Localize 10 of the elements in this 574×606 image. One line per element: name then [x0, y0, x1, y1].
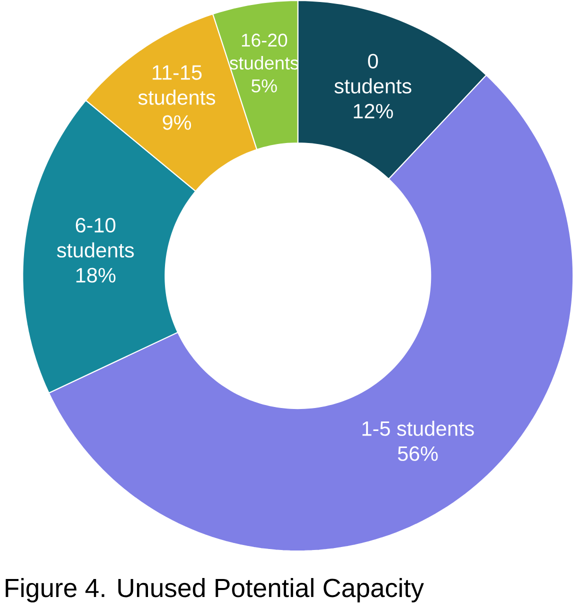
text: Figure 4. Unused Potential Capacity	[6, 578, 424, 602]
data-label: 56%	[398, 446, 438, 461]
data-label: 5%	[252, 79, 278, 92]
slice-label: 11-15 students	[138, 65, 216, 105]
data-label: 18%	[76, 268, 116, 283]
data-label: 12%	[354, 104, 394, 118]
slice-label: 1-5 students	[362, 420, 474, 436]
slice-label: 6-10 students	[57, 218, 134, 258]
slice-label: 0 students	[334, 54, 412, 94]
data-label: 9%	[162, 115, 192, 130]
